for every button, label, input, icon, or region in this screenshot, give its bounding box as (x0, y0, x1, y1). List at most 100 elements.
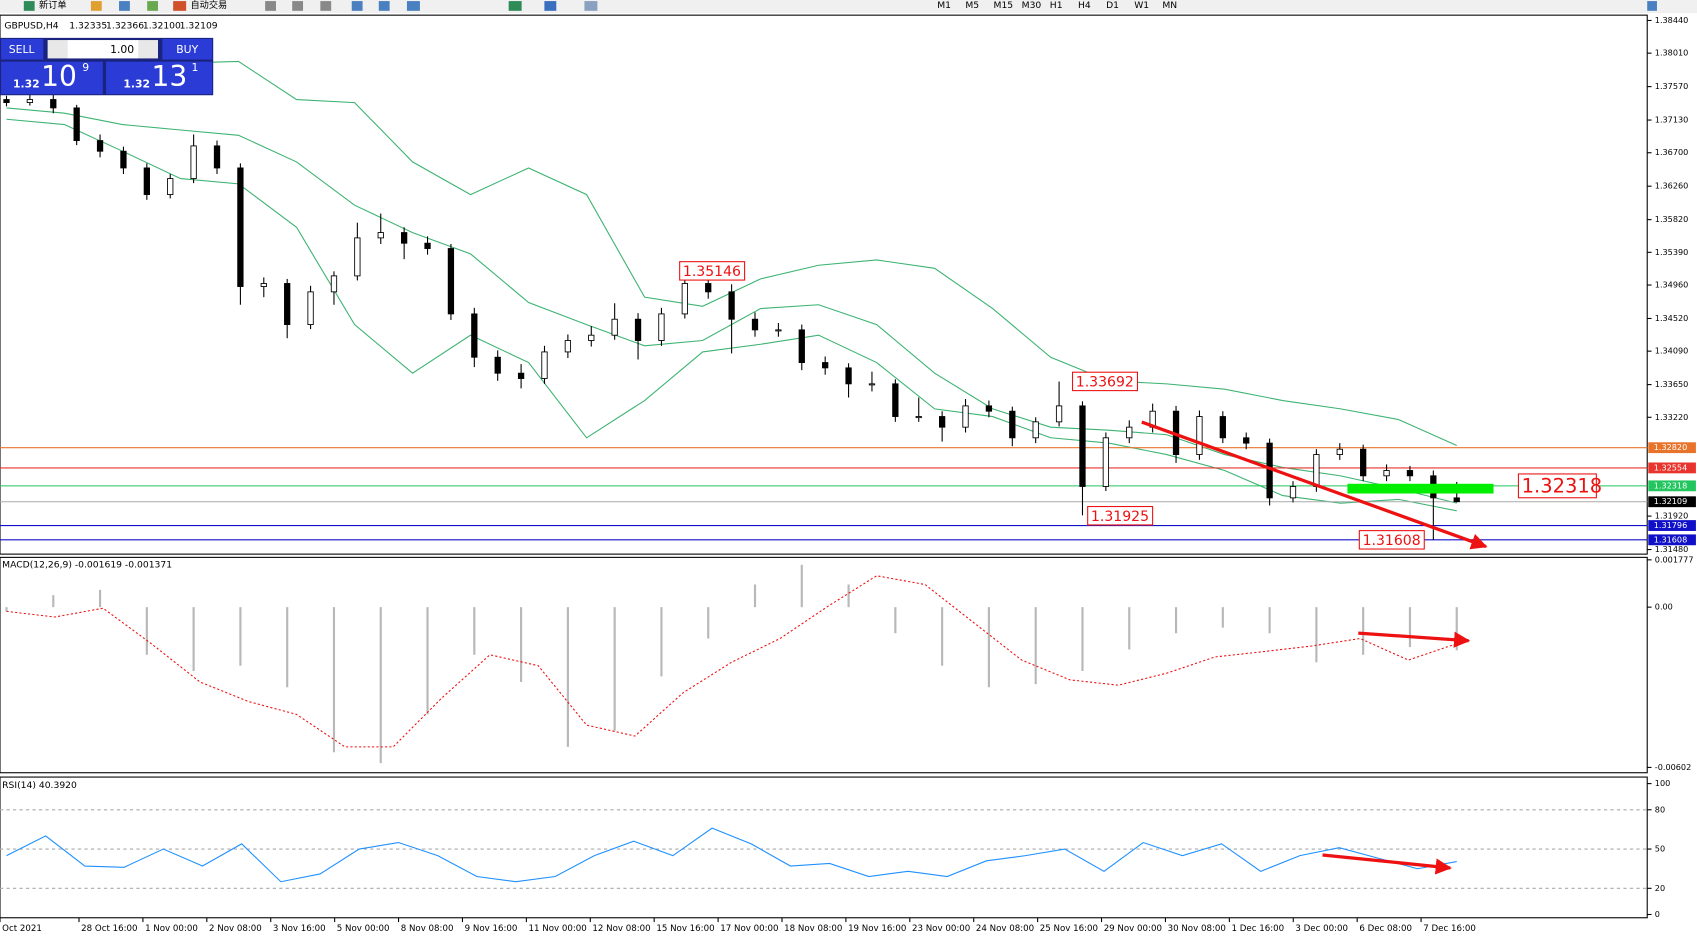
icon (147, 1, 159, 11)
timeframe[interactable]: M5 (965, 0, 979, 11)
candle-body (1336, 448, 1343, 455)
candle-body (1219, 416, 1226, 439)
candle-body (190, 145, 197, 180)
candle-body (751, 318, 759, 331)
candle-body (26, 99, 34, 104)
buy-button[interactable] (162, 38, 213, 60)
y-tick-label: -0.00602 (1655, 762, 1691, 772)
candle-body (1406, 470, 1414, 477)
level-box (1648, 442, 1696, 454)
annotation: 1.31925 (1091, 509, 1149, 525)
candle-body (73, 107, 80, 142)
y-tick-label: 1.33220 (1655, 412, 1689, 422)
candle-body (424, 242, 431, 249)
candle-body (588, 334, 595, 341)
candle-body (822, 362, 829, 369)
x-tick-label: 30 Nov 08:00 (1168, 924, 1226, 934)
y-tick-label: 1.35390 (1655, 247, 1689, 257)
y-tick-label: 1.31480 (1655, 544, 1689, 554)
buy-label[interactable]: BUY (176, 43, 198, 56)
candle-body (658, 313, 665, 341)
timeframe[interactable]: M1 (937, 0, 951, 11)
trade-panel: SELL 1.00 BUY 1.32 10 9 1.32 13 1 (0, 37, 214, 96)
buy-price[interactable] (106, 61, 213, 95)
x-tick-label: 28 Oct 16:00 (81, 924, 137, 934)
volume[interactable]: 1.00 (110, 43, 134, 56)
macd-pane (0, 556, 1648, 774)
candle-body (260, 283, 267, 287)
timeframe[interactable]: M30 (1022, 0, 1042, 11)
x-tick-label: 11 Nov 00:00 (529, 924, 587, 934)
candle-body (845, 367, 852, 385)
candle-body (611, 318, 618, 336)
candle-body (798, 329, 805, 363)
candle-body (167, 178, 174, 195)
x-tick-label: 9 Nov 16:00 (465, 924, 518, 934)
annotation-box (1358, 530, 1425, 550)
candle-body (681, 283, 688, 315)
annotation: 1.33692 (1076, 374, 1134, 390)
candle-body (377, 232, 384, 239)
x-tick-label: 19 Nov 16:00 (848, 924, 906, 934)
candle-body (1126, 426, 1133, 439)
level-box (1648, 520, 1696, 531)
x-tick-label: 3 Nov 16:00 (273, 924, 326, 934)
candle-body (494, 356, 501, 374)
candle-body (1360, 448, 1367, 477)
icon (584, 1, 598, 11)
toolbar (0, 0, 1697, 13)
buy-big-figure: 1.32 (123, 77, 150, 90)
x-tick-label: 12 Nov 08:00 (592, 924, 650, 934)
candle-body (237, 167, 244, 287)
volume-down[interactable] (47, 40, 68, 59)
auto-trading[interactable]: 自动交易 (190, 0, 227, 11)
icon (378, 1, 390, 11)
timeframe[interactable]: MN (1162, 0, 1177, 11)
timeframe[interactable]: H4 (1078, 0, 1091, 11)
volume-up[interactable] (138, 40, 159, 59)
main-pane (0, 14, 1648, 555)
level-label: 1.31608 (1654, 534, 1688, 544)
volume-field[interactable] (67, 40, 139, 59)
y-tick-label: 50 (1655, 844, 1665, 854)
y-tick-label: 1.38010 (1655, 48, 1689, 58)
y-tick-label: 1.37130 (1655, 115, 1689, 125)
candle-body (1243, 437, 1250, 444)
buy-pips: 13 (152, 60, 188, 93)
candle-body (447, 248, 455, 315)
icon (292, 1, 304, 11)
buy-fraction: 1 (192, 61, 199, 74)
x-tick-label: 25 Nov 16:00 (1040, 924, 1098, 934)
level-label: 1.32554 (1654, 462, 1688, 472)
timeframe[interactable]: M15 (994, 0, 1014, 11)
close: 1.32109 (180, 20, 218, 31)
timeframe[interactable]: H1 (1050, 0, 1063, 11)
x-tick-label: 18 Nov 08:00 (784, 924, 842, 934)
candle-body (1289, 486, 1297, 499)
new-order[interactable]: 新订单 (39, 0, 67, 11)
level-box (1648, 534, 1696, 546)
icon (1647, 1, 1657, 11)
icon (544, 1, 557, 11)
icon (406, 1, 420, 11)
y-tick-label: 0.00 (1655, 602, 1673, 612)
icon (351, 1, 363, 11)
icon (265, 1, 276, 11)
timeframe[interactable]: W1 (1134, 0, 1149, 11)
sell-price[interactable] (1, 61, 103, 95)
x-tick-label: 8 Nov 08:00 (401, 924, 454, 934)
level-box (1648, 496, 1696, 508)
timeframe[interactable]: D1 (1106, 0, 1119, 11)
y-tick-label: 1.34520 (1655, 313, 1689, 323)
sell-label[interactable]: SELL (9, 43, 35, 56)
candle-body (938, 416, 946, 428)
candle-body (3, 99, 10, 104)
y-tick-label: 0 (1655, 909, 1660, 919)
icon (90, 1, 102, 11)
trend-arrow (1141, 420, 1488, 550)
icon (173, 1, 187, 11)
y-tick-label: 1.36700 (1655, 147, 1689, 157)
sell-button[interactable] (1, 38, 44, 60)
